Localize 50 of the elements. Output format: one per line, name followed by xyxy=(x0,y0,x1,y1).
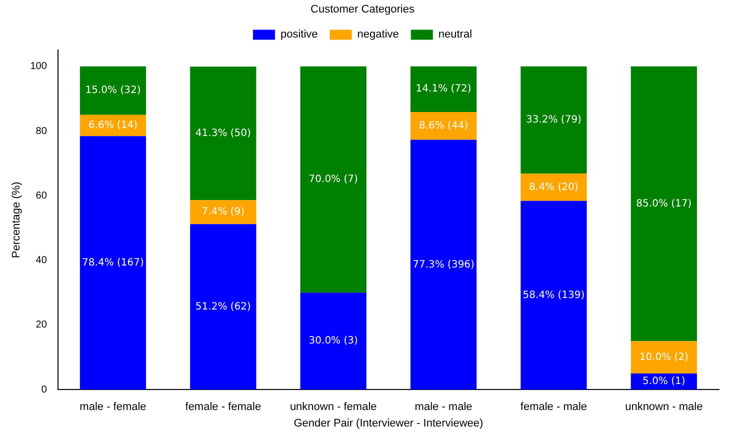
data-label: 85.0% (17) xyxy=(636,198,692,210)
data-label: 77.3% (396) xyxy=(412,259,475,270)
data-label: 33.2% (79) xyxy=(526,114,582,126)
data-label: 41.3% (50) xyxy=(195,128,251,140)
y-tick-label: 20 xyxy=(36,320,48,331)
bar xyxy=(190,224,256,390)
bar xyxy=(410,140,477,390)
data-label: 8.6% (44) xyxy=(418,120,468,132)
data-label: 15.0% (32) xyxy=(85,85,141,96)
bar xyxy=(80,136,146,390)
data-label: 5.0% (1) xyxy=(642,376,686,388)
bar xyxy=(190,200,256,224)
legend-label: negative xyxy=(357,28,399,41)
y-axis-title: Percentage (%) xyxy=(10,182,23,258)
data-label: 58.4% (139) xyxy=(522,290,585,301)
y-tick-label: 60 xyxy=(36,190,48,202)
bar xyxy=(300,66,366,293)
x-tick-label: unknown - male xyxy=(625,401,703,414)
legend-title: Customer Categories xyxy=(310,4,415,16)
data-label: 8.4% (20) xyxy=(529,182,578,193)
bar xyxy=(80,66,146,115)
y-tick-label: 100 xyxy=(30,61,48,72)
data-label: 6.6% (14) xyxy=(88,120,138,132)
bar xyxy=(520,66,587,174)
bar xyxy=(300,292,366,390)
data-label: 7.4% (9) xyxy=(202,206,245,218)
bar xyxy=(410,112,477,140)
x-axis-title: Gender Pair (Interviewer - Interviewee) xyxy=(294,417,484,430)
y-tick-label: 0 xyxy=(41,384,48,396)
bar xyxy=(630,341,697,374)
bar xyxy=(520,200,587,390)
bar xyxy=(630,66,697,342)
bar xyxy=(190,66,256,200)
legend-label: positive xyxy=(280,28,318,41)
data-label: 78.4% (167) xyxy=(82,257,144,268)
data-label: 14.1% (72) xyxy=(416,84,472,95)
x-tick-label: female - male xyxy=(520,401,588,414)
legend-label: neutral xyxy=(438,28,472,41)
bar xyxy=(520,174,587,201)
data-label: 10.0% (2) xyxy=(639,352,689,363)
y-tick-label: 40 xyxy=(36,255,48,266)
x-tick-label: female - female xyxy=(185,401,262,414)
x-tick-label: male - female xyxy=(80,401,146,414)
x-tick-label: unknown - female xyxy=(290,401,377,414)
bar xyxy=(410,66,477,112)
data-label: 30.0% (3) xyxy=(308,336,358,347)
data-label: 70.0% (7) xyxy=(308,174,358,186)
y-tick-label: 80 xyxy=(36,126,48,137)
data-label: 51.2% (62) xyxy=(195,301,251,312)
x-tick-label: male - male xyxy=(414,401,472,414)
